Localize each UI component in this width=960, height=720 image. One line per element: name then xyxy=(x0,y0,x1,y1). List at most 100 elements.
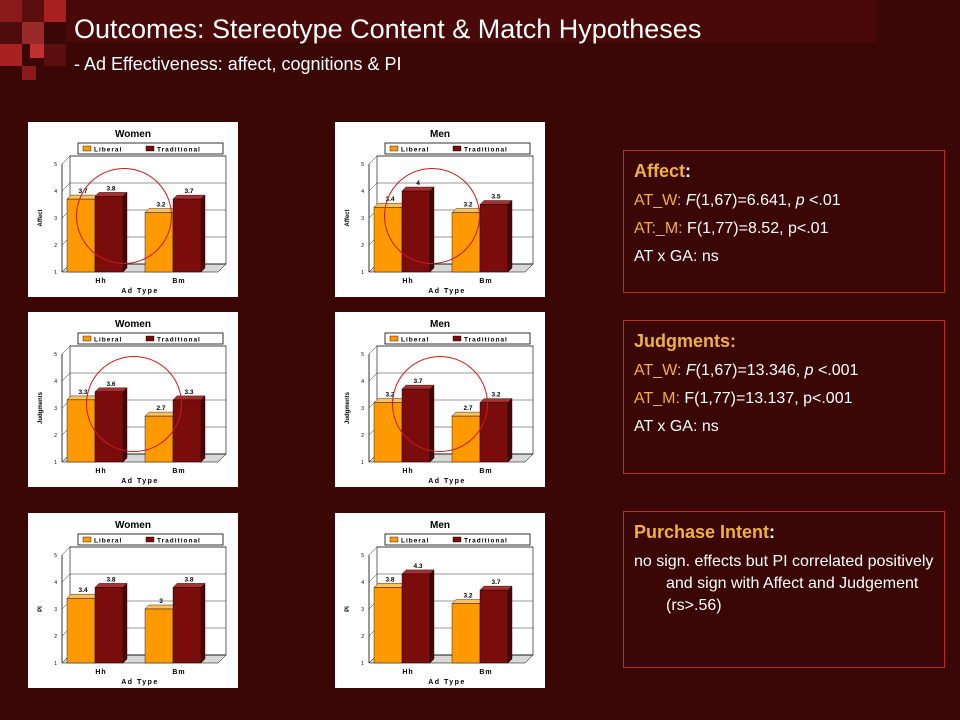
slide-subtitle: - Ad Effectiveness: affect, cognitions &… xyxy=(74,54,402,74)
chart-title: Men xyxy=(430,129,450,140)
slide-title: Outcomes: Stereotype Content & Match Hyp… xyxy=(74,14,702,44)
bar-top xyxy=(451,599,485,604)
affect-heading: Affect: xyxy=(634,161,692,181)
y-axis-label: Judgments xyxy=(345,391,351,424)
chart-affect-men: 1 2 3 4 5 Men Liberal Traditional 3.4 4 Hh 3.2 3.5 Bm… xyxy=(335,122,545,297)
legend-label: Traditional xyxy=(157,538,201,545)
bar-top xyxy=(401,569,435,575)
legend-swatch xyxy=(145,335,155,342)
data-label: 3.2 xyxy=(385,392,394,399)
x-axis-label: Ad Type xyxy=(121,478,159,485)
y-axis-label: PI xyxy=(38,606,44,612)
bar xyxy=(94,587,124,664)
legend-swatch xyxy=(145,536,155,543)
y-tick-label: 2 xyxy=(54,634,57,640)
y-tick-label: 5 xyxy=(54,162,57,168)
y-tick-label: 2 xyxy=(54,243,57,249)
y-axis-label: Affect xyxy=(38,209,44,226)
legend-swatch xyxy=(389,536,399,543)
legend-swatch xyxy=(82,335,92,342)
y-axis-label: PI xyxy=(345,606,351,612)
y-tick-label: 3 xyxy=(361,406,364,412)
judgments-line-men: AT_M: F(1,77)=13.137, p<.001 xyxy=(634,390,853,407)
y-tick-label: 1 xyxy=(361,460,364,466)
y-tick-label: 5 xyxy=(361,553,364,559)
y-tick-label: 1 xyxy=(54,270,57,276)
bar-top xyxy=(479,585,513,591)
y-tick-label: 4 xyxy=(361,379,364,385)
judgments-line-interaction: AT x GA: ns xyxy=(634,418,719,435)
purchase-intent-heading: Purchase Intent: xyxy=(634,522,776,542)
grid-line xyxy=(61,372,226,382)
judgments-box: Judgments: AT_W: F(1,67)=13.346, p <.001… xyxy=(623,320,945,474)
legend-swatch xyxy=(145,145,155,152)
legend-swatch xyxy=(82,536,92,543)
bar xyxy=(373,402,403,463)
x-tick-label: Hh xyxy=(95,468,106,475)
affect-box: Affect: AT_W: F(1,67)=6.641, p <.01 AT:_… xyxy=(623,150,945,293)
x-tick-label: Bm xyxy=(479,278,492,285)
x-tick-label: Bm xyxy=(172,669,185,676)
judgments-heading: Judgments: xyxy=(634,331,737,351)
y-tick-label: 5 xyxy=(361,162,364,168)
x-axis-label: Ad Type xyxy=(428,288,466,295)
bar-side xyxy=(122,582,128,664)
bar-top xyxy=(144,604,178,610)
data-label: 3.3 xyxy=(78,389,87,396)
bar-side xyxy=(200,582,206,664)
bar-side xyxy=(507,585,513,664)
data-label: 4.3 xyxy=(413,563,422,570)
y-tick-label: 2 xyxy=(54,433,57,439)
y-tick-label: 1 xyxy=(361,270,364,276)
grid-line xyxy=(368,182,533,192)
y-tick-label: 3 xyxy=(54,216,57,222)
highlight-circle xyxy=(392,356,488,452)
affect-line-men: AT:_M: F(1,77)=8.52, p<.01 xyxy=(634,220,829,237)
x-tick-label: Hh xyxy=(402,669,413,676)
bar-top xyxy=(94,583,128,588)
bar xyxy=(479,204,509,273)
x-axis-label: Ad Type xyxy=(121,679,159,686)
grid-line xyxy=(61,155,226,165)
chart-title: Women xyxy=(115,129,151,140)
legend-swatch xyxy=(452,145,462,152)
chart-pi-women: 1 2 3 4 5 Women Liberal Traditional 3.4 3.8 Hh 3 3.8… xyxy=(28,513,238,688)
affect-line-women: AT_W: F(1,67)=6.641, p <.01 xyxy=(634,192,841,209)
bar xyxy=(401,573,431,664)
data-label: 3.2 xyxy=(463,593,472,600)
highlight-circle xyxy=(76,168,172,264)
legend-label: Traditional xyxy=(464,538,508,545)
bar xyxy=(479,589,509,664)
y-tick-label: 2 xyxy=(361,243,364,249)
bar xyxy=(172,198,202,273)
y-tick-label: 1 xyxy=(54,460,57,466)
y-tick-label: 5 xyxy=(361,352,364,358)
bar xyxy=(144,608,174,664)
grid-line xyxy=(61,546,226,556)
chart-title: Men xyxy=(430,319,450,330)
x-tick-label: Hh xyxy=(402,278,413,285)
y-axis-label: Judgments xyxy=(38,391,44,424)
bar xyxy=(373,587,403,664)
y-tick-label: 3 xyxy=(54,607,57,613)
y-tick-label: 4 xyxy=(54,189,57,195)
legend-label: Traditional xyxy=(464,147,508,154)
grid-line xyxy=(61,182,226,192)
x-tick-label: Hh xyxy=(402,468,413,475)
legend-swatch xyxy=(82,145,92,152)
legend-label: Liberal xyxy=(401,147,429,154)
bar-side xyxy=(200,395,206,463)
purchase-intent-box: Purchase Intent: no sign. effects but PI… xyxy=(623,511,945,668)
y-tick-label: 3 xyxy=(54,406,57,412)
x-tick-label: Bm xyxy=(479,669,492,676)
data-label: 3 xyxy=(159,598,163,605)
legend-label: Liberal xyxy=(94,147,122,154)
judgments-line-women: AT_W: F(1,67)=13.346, p <.001 xyxy=(634,362,859,379)
y-tick-label: 2 xyxy=(361,433,364,439)
bar xyxy=(66,597,96,664)
y-tick-label: 2 xyxy=(361,634,364,640)
data-label: 3.3 xyxy=(184,389,193,396)
y-tick-label: 4 xyxy=(54,379,57,385)
x-tick-label: Bm xyxy=(172,468,185,475)
